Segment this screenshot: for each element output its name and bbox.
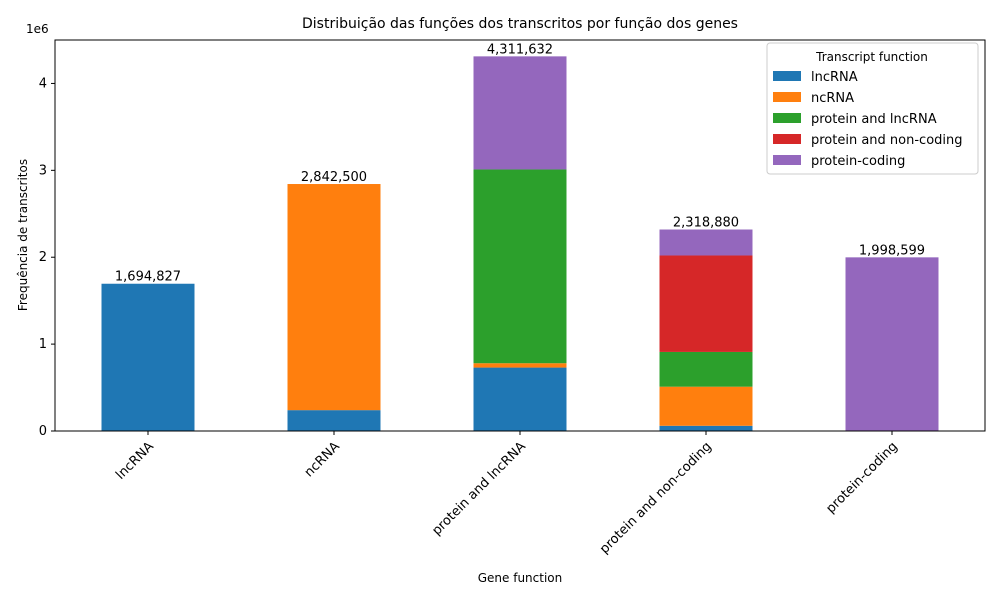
y-tick-label: 0 <box>39 424 47 439</box>
bar-segment <box>101 283 195 431</box>
legend-swatch <box>773 113 801 123</box>
x-tick-label: protein and non-coding <box>597 439 715 557</box>
legend-swatch <box>773 92 801 102</box>
plot-frame <box>54 39 986 432</box>
bar-segment <box>845 257 939 431</box>
y-tick-label: 4 <box>39 76 47 91</box>
bar-total-label: 2,318,880 <box>673 216 739 231</box>
bar-total-label: 2,842,500 <box>301 170 367 185</box>
bar-total-label: 1,998,599 <box>859 243 925 258</box>
x-tick-label: ncRNA <box>302 439 343 480</box>
x-tick-label: protein and lncRNA <box>429 439 528 538</box>
y-tick-label: 1 <box>39 337 47 352</box>
legend-entry-label: protein and lncRNA <box>811 112 937 127</box>
y-tick-label: 2 <box>39 250 47 265</box>
legend-swatch <box>773 134 801 144</box>
legend-entry-label: protein-coding <box>811 154 905 169</box>
chart-title: Distribuição das funções dos transcritos… <box>302 16 738 32</box>
legend-items: lncRNA ncRNA protein and lncRNA protein and… <box>773 70 963 169</box>
bars-group <box>101 56 939 431</box>
bar-segment <box>659 255 753 352</box>
x-axis-label: Gene function <box>478 571 563 585</box>
bar-segment <box>659 425 753 431</box>
bar-segment <box>473 363 567 368</box>
legend: Transcript function lncRNA ncRNA protein a… <box>766 42 979 175</box>
y-axis-ticks: 0 1 2 3 4 <box>39 76 55 439</box>
legend-swatch <box>773 71 801 81</box>
bar-segment <box>473 56 567 170</box>
legend-entry-label: protein and non-coding <box>811 133 963 148</box>
legend-swatch <box>773 155 801 165</box>
bar-total-label: 4,311,632 <box>487 42 553 57</box>
legend-box <box>766 42 979 175</box>
x-tick-label: protein-coding <box>823 439 900 516</box>
total-labels-group: 1,694,827 2,842,500 4,311,632 2,318,880 1,99… <box>115 42 925 284</box>
bar-segment <box>659 351 753 387</box>
bar-segment <box>287 184 381 411</box>
legend-entry-label: lncRNA <box>811 70 858 85</box>
legend-title: Transcript function <box>815 50 928 64</box>
bar-segment <box>473 367 567 431</box>
x-axis-ticks: lncRNA ncRNA protein and lncRNA protein and… <box>113 431 901 557</box>
y-axis-label: Frequência de transcritos <box>16 159 30 311</box>
bar-segment <box>287 410 381 431</box>
bar-total-label: 1,694,827 <box>115 270 181 285</box>
x-tick-label: lncRNA <box>113 439 157 483</box>
bar-segment <box>473 169 567 364</box>
bar-segment <box>659 386 753 426</box>
y-tick-label: 3 <box>39 163 47 178</box>
y-offset-label: 1e6 <box>26 22 49 36</box>
bar-segment <box>659 229 753 256</box>
legend-entry-label: ncRNA <box>811 91 854 106</box>
